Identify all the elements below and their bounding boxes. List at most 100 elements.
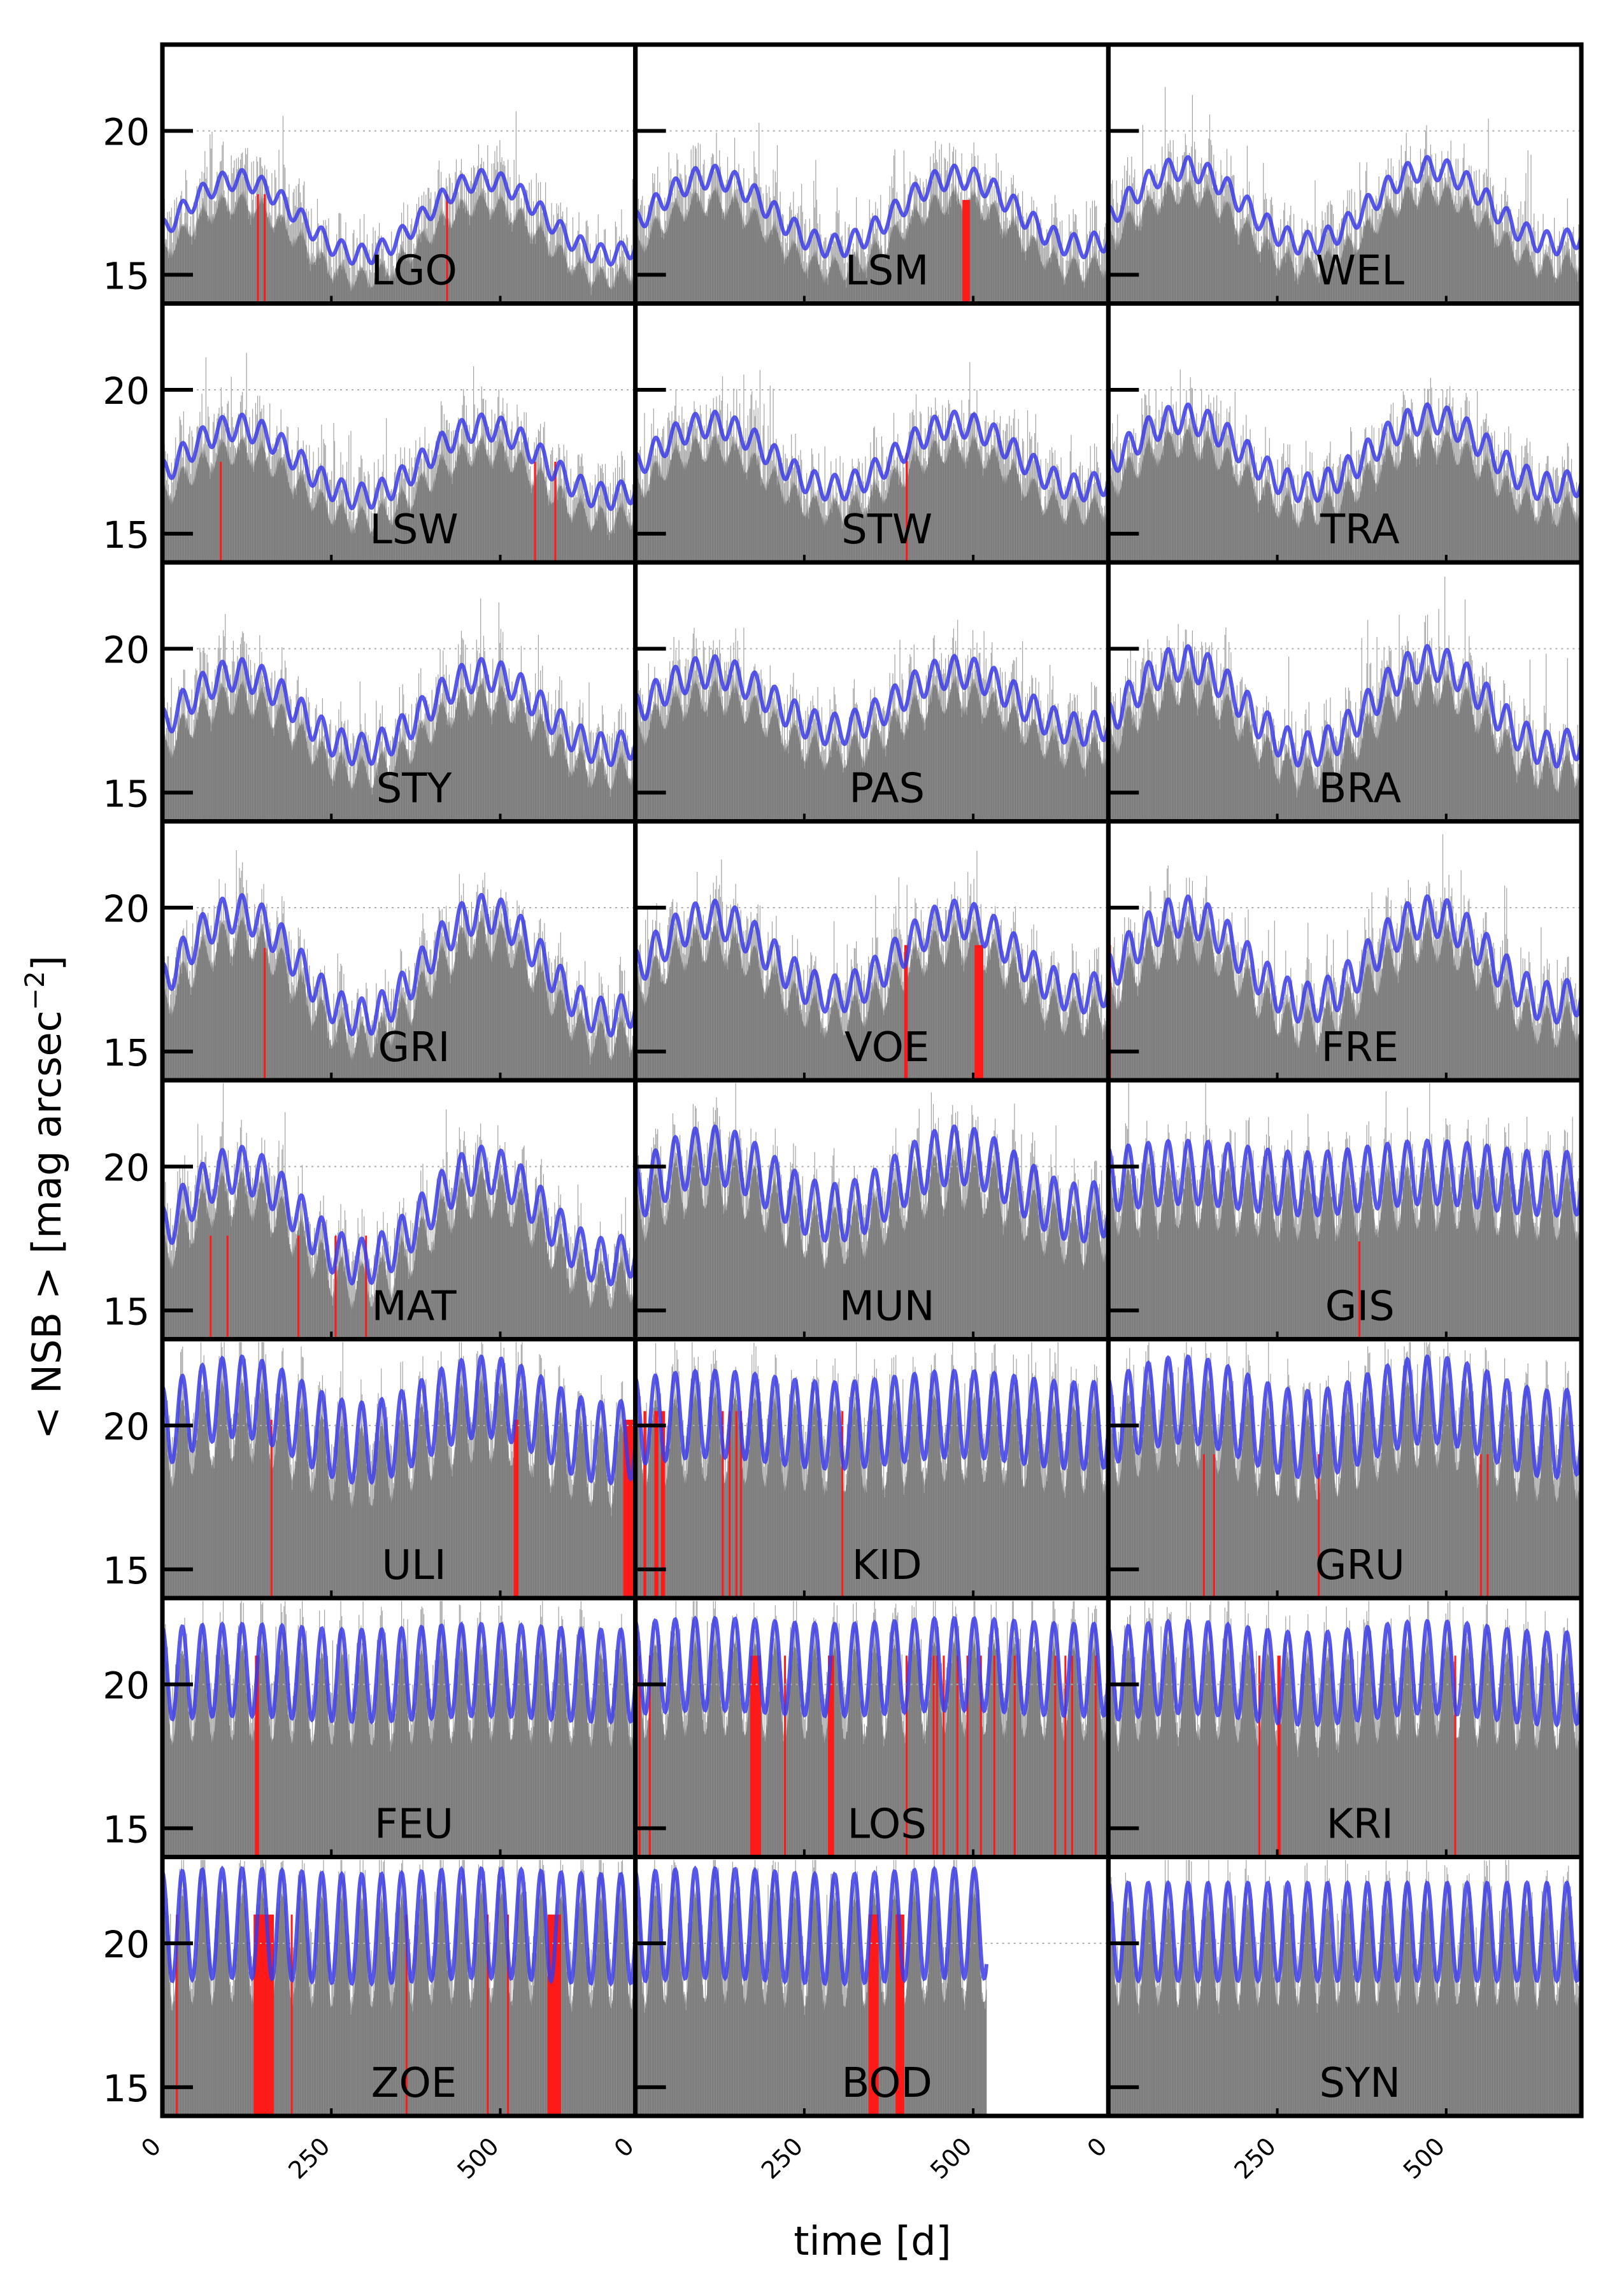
gap-bar bbox=[1318, 1454, 1320, 1598]
model-line bbox=[162, 657, 636, 768]
gap-bar bbox=[1258, 1655, 1260, 1857]
gap-bar bbox=[1202, 1454, 1205, 1598]
panel-frame bbox=[1106, 1855, 1584, 2118]
gap-bar bbox=[966, 1655, 969, 1857]
x-tick-label: 500 bbox=[1398, 2132, 1450, 2184]
gap-bar bbox=[255, 1655, 259, 1857]
panel-label: FEU bbox=[374, 1801, 453, 1848]
panel-bod: BOD bbox=[633, 1855, 1111, 2118]
panel-label: LSW bbox=[369, 506, 459, 554]
panel-label: BRA bbox=[1319, 766, 1402, 813]
gap-bar bbox=[1358, 1241, 1360, 1339]
panel-label: VOE bbox=[844, 1024, 929, 1071]
model-line bbox=[635, 410, 1109, 503]
model-line bbox=[635, 1368, 1109, 1472]
panel-kid: KID bbox=[633, 1337, 1111, 1601]
gap-bar bbox=[735, 1411, 737, 1598]
x-axis-label: time [d] bbox=[794, 2218, 951, 2264]
panel-lsw: LSW bbox=[160, 301, 638, 565]
panel-plot-area bbox=[1108, 1083, 1582, 1339]
panel-label: GIS bbox=[1325, 1283, 1395, 1331]
gap-bar bbox=[784, 1655, 787, 1857]
gap-bar bbox=[210, 1235, 212, 1339]
panel-label: KID bbox=[852, 1542, 922, 1589]
model-line bbox=[635, 163, 1109, 260]
data-spikes bbox=[162, 111, 636, 304]
panel-plot-area bbox=[162, 1601, 636, 1857]
data-spikes bbox=[1108, 576, 1581, 822]
x-tick-label: 250 bbox=[1229, 2132, 1281, 2184]
panel-zoe: ZOE bbox=[160, 1855, 638, 2118]
panel-bra: BRA bbox=[1106, 560, 1584, 824]
gap-bar bbox=[868, 1914, 879, 2116]
gap-bar bbox=[1479, 1454, 1482, 1598]
panel-label: MUN bbox=[839, 1283, 935, 1331]
panel-sty: STY bbox=[160, 560, 638, 824]
panel-plot-area bbox=[635, 362, 1109, 562]
gap-bar bbox=[932, 1655, 935, 1857]
y-axis-label-exponent: −2 bbox=[19, 971, 50, 1010]
data-spikes bbox=[1108, 1860, 1581, 2116]
panel-feu: FEU bbox=[160, 1596, 638, 1859]
gap-bar bbox=[841, 1411, 844, 1598]
gap-bar bbox=[729, 1411, 731, 1598]
model-line bbox=[1108, 1618, 1582, 1728]
panel-plot-area bbox=[162, 598, 636, 822]
data-spikes bbox=[162, 850, 636, 1080]
panel-label: WEL bbox=[1316, 248, 1405, 295]
gap-bar bbox=[660, 1411, 666, 1598]
model-line bbox=[1108, 1354, 1582, 1480]
gap-bar bbox=[722, 1411, 724, 1598]
panel-plot-area bbox=[162, 850, 636, 1080]
y-tick-label: 15 bbox=[103, 1031, 150, 1075]
gap-bar bbox=[405, 1914, 408, 2116]
gap-bar bbox=[220, 461, 222, 562]
panel-label: SYN bbox=[1320, 2060, 1401, 2107]
gap-bar bbox=[643, 1411, 646, 1598]
panel-label: ULI bbox=[381, 1542, 446, 1589]
y-tick-label: 20 bbox=[103, 111, 150, 154]
panel-los: LOS bbox=[633, 1596, 1111, 1859]
model-line bbox=[162, 1354, 636, 1486]
data-spikes bbox=[1108, 1601, 1581, 1857]
gap-bar bbox=[936, 1655, 938, 1857]
panel-label: TRA bbox=[1320, 506, 1400, 554]
gap-bar bbox=[623, 1419, 634, 1598]
model-line bbox=[635, 1615, 1109, 1719]
gap-bar bbox=[513, 1419, 519, 1598]
panel-stw: STW bbox=[633, 301, 1111, 565]
x-tick-label: 500 bbox=[452, 2132, 504, 2184]
model-line bbox=[162, 1144, 636, 1287]
data-spikes bbox=[1108, 87, 1581, 304]
panel-plot-area bbox=[162, 1342, 636, 1598]
gap-bar bbox=[334, 1235, 337, 1339]
x-tick-label: 500 bbox=[925, 2132, 977, 2184]
x-tick-label: 250 bbox=[283, 2132, 335, 2184]
panel-gru: GRU bbox=[1106, 1337, 1584, 1601]
panel-syn: SYN bbox=[1106, 1855, 1584, 2118]
panel-label: BOD bbox=[841, 2060, 932, 2107]
gap-bar bbox=[974, 945, 984, 1080]
y-tick-label: 15 bbox=[103, 1549, 150, 1592]
gap-bar bbox=[993, 1655, 995, 1857]
gap-bar bbox=[264, 948, 266, 1080]
gap-bar bbox=[906, 1655, 908, 1857]
gap-bar bbox=[554, 461, 557, 562]
panel-plot-area bbox=[1108, 87, 1582, 304]
panel-plot-area bbox=[635, 1601, 1109, 1857]
panel-label: LSM bbox=[845, 248, 929, 295]
y-tick-label: 15 bbox=[103, 2067, 150, 2110]
model-line bbox=[1108, 644, 1582, 769]
x-tick-label: 0 bbox=[609, 2132, 639, 2162]
panel-label: ZOE bbox=[371, 2060, 457, 2107]
model-line bbox=[162, 412, 636, 511]
x-tick-label: 250 bbox=[756, 2132, 808, 2184]
panel-plot-area bbox=[1108, 834, 1582, 1080]
data-spikes bbox=[162, 1601, 636, 1857]
y-axis-label-main: < NSB > [mag arcsec bbox=[24, 1010, 70, 1439]
gap-bar bbox=[290, 1914, 293, 2116]
gap-bar bbox=[1071, 1655, 1073, 1857]
gap-bar bbox=[648, 1655, 651, 1857]
y-tick-label: 20 bbox=[103, 1405, 150, 1448]
panel-plot-area bbox=[1108, 576, 1582, 822]
